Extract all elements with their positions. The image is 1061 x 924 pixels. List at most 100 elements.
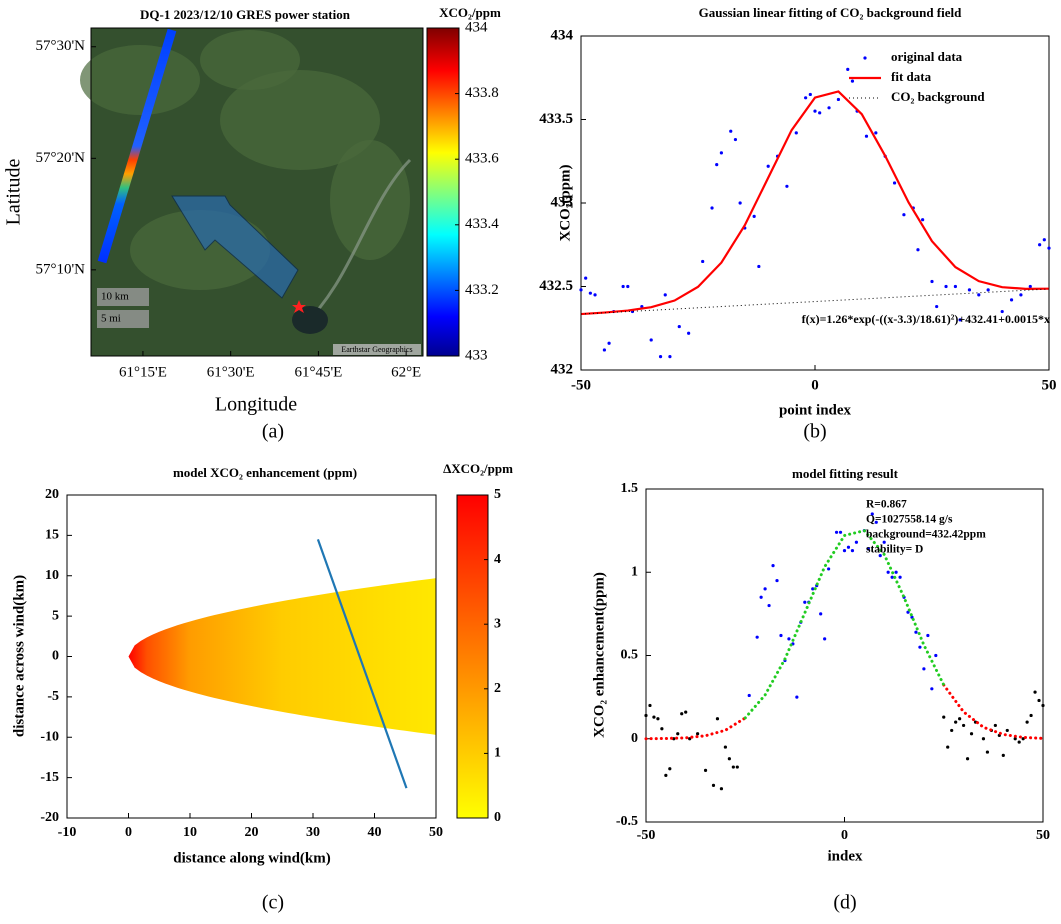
colorbar-title: XCO₂/ppm [439,5,501,20]
data-point [854,540,859,544]
chart-title: model XCO₂ enhancement (ppm) [173,465,357,480]
data-point [668,355,672,359]
data-point [648,703,652,708]
data-point [886,570,890,574]
satellite-track [97,28,177,264]
data-point [846,545,851,549]
data-point [588,291,592,295]
data-point [715,717,720,721]
data-point [942,715,946,719]
scale-label: 5 mi [101,313,121,325]
data-point [766,164,770,168]
data-point [658,355,663,359]
y-tick-label: -20 [40,810,59,825]
data-point [680,712,684,716]
data-point [727,757,731,761]
data-point [649,338,653,342]
data-point [894,570,898,574]
data-point [827,567,831,571]
y-tick-label: 432 [551,361,574,377]
scale-box [97,310,149,328]
data-point [757,264,761,269]
data-point [967,288,972,292]
y-tick-label: 15 [45,528,59,543]
data-point [1029,713,1033,718]
fit-annotation: R=0.867 [866,499,907,511]
y-tick-label: 433 [551,194,574,210]
data-point [866,547,870,551]
data-point [953,284,958,289]
colorbar-tick-label: 1 [494,746,501,761]
y-tick-label: 57°10'N [35,261,85,277]
x-tick-label: 50 [1042,377,1057,393]
fit-annotation: stability= D [866,544,923,556]
credit-box [333,344,421,355]
data-point [723,745,728,749]
panel-label: (c) [262,892,284,914]
data-point [733,137,738,142]
data-point [593,293,597,297]
data-line [316,539,408,789]
y-axis-label: Latitude [3,159,25,226]
power-station [292,300,306,313]
x-tick-label: 20 [245,825,259,840]
data-point [767,603,771,608]
x-tick-label: 10 [183,825,197,840]
data-point [579,288,583,292]
y-tick-label: 57°20'N [35,150,85,166]
data-point [969,732,974,736]
data-point [584,276,588,280]
data-point [902,213,906,217]
data-point [759,595,763,599]
data-point [668,767,672,771]
data-point [930,279,934,284]
data-point [696,732,700,736]
data-point [944,284,948,289]
data-point [1017,740,1021,744]
colorbar-tick-label: 2 [494,681,501,696]
y-tick-label: 1.5 [621,481,639,496]
x-tick-label: -50 [571,377,591,393]
data-point [803,600,807,604]
data-point [602,348,607,352]
x-tick-label: 61°45'E [294,364,342,380]
data-point [827,106,831,110]
data-point [701,259,705,264]
data-point [962,723,966,728]
data-point [795,695,799,699]
data-point [1000,309,1004,314]
data-line [580,288,1050,315]
data-point [818,111,822,115]
y-axis-label: XCO₂(ppm) [557,164,573,241]
y-tick-label: 5 [52,608,59,623]
data-point [663,293,667,297]
y-tick-label: 57°30'N [35,38,85,54]
y-tick-label: -10 [40,729,59,744]
data-point [794,131,798,135]
data-point [804,96,808,100]
data-point [677,324,681,329]
data-point [985,750,990,754]
data-point [664,773,668,777]
data-point [946,745,950,749]
data-point [1005,728,1009,733]
y-axis-label: distance across wind(km) [11,575,27,737]
data-point [703,768,708,772]
y-tick-label: 20 [45,487,59,502]
data-line [743,528,946,720]
data-point [729,129,733,133]
x-tick-label: -10 [58,825,77,840]
data-point [850,549,855,553]
x-axis-label: distance along wind(km) [173,850,331,866]
data-point [834,530,839,534]
reservoir [292,306,328,334]
map-patch [200,30,300,90]
data-point [918,645,922,649]
data-point [892,181,897,185]
data-point [930,687,934,691]
x-tick-label: 50 [429,825,443,840]
colorbar-tick-label: 433.4 [465,216,499,232]
x-tick-label: 61°15'E [119,364,167,380]
data-point [864,134,869,138]
data-point [921,218,925,222]
